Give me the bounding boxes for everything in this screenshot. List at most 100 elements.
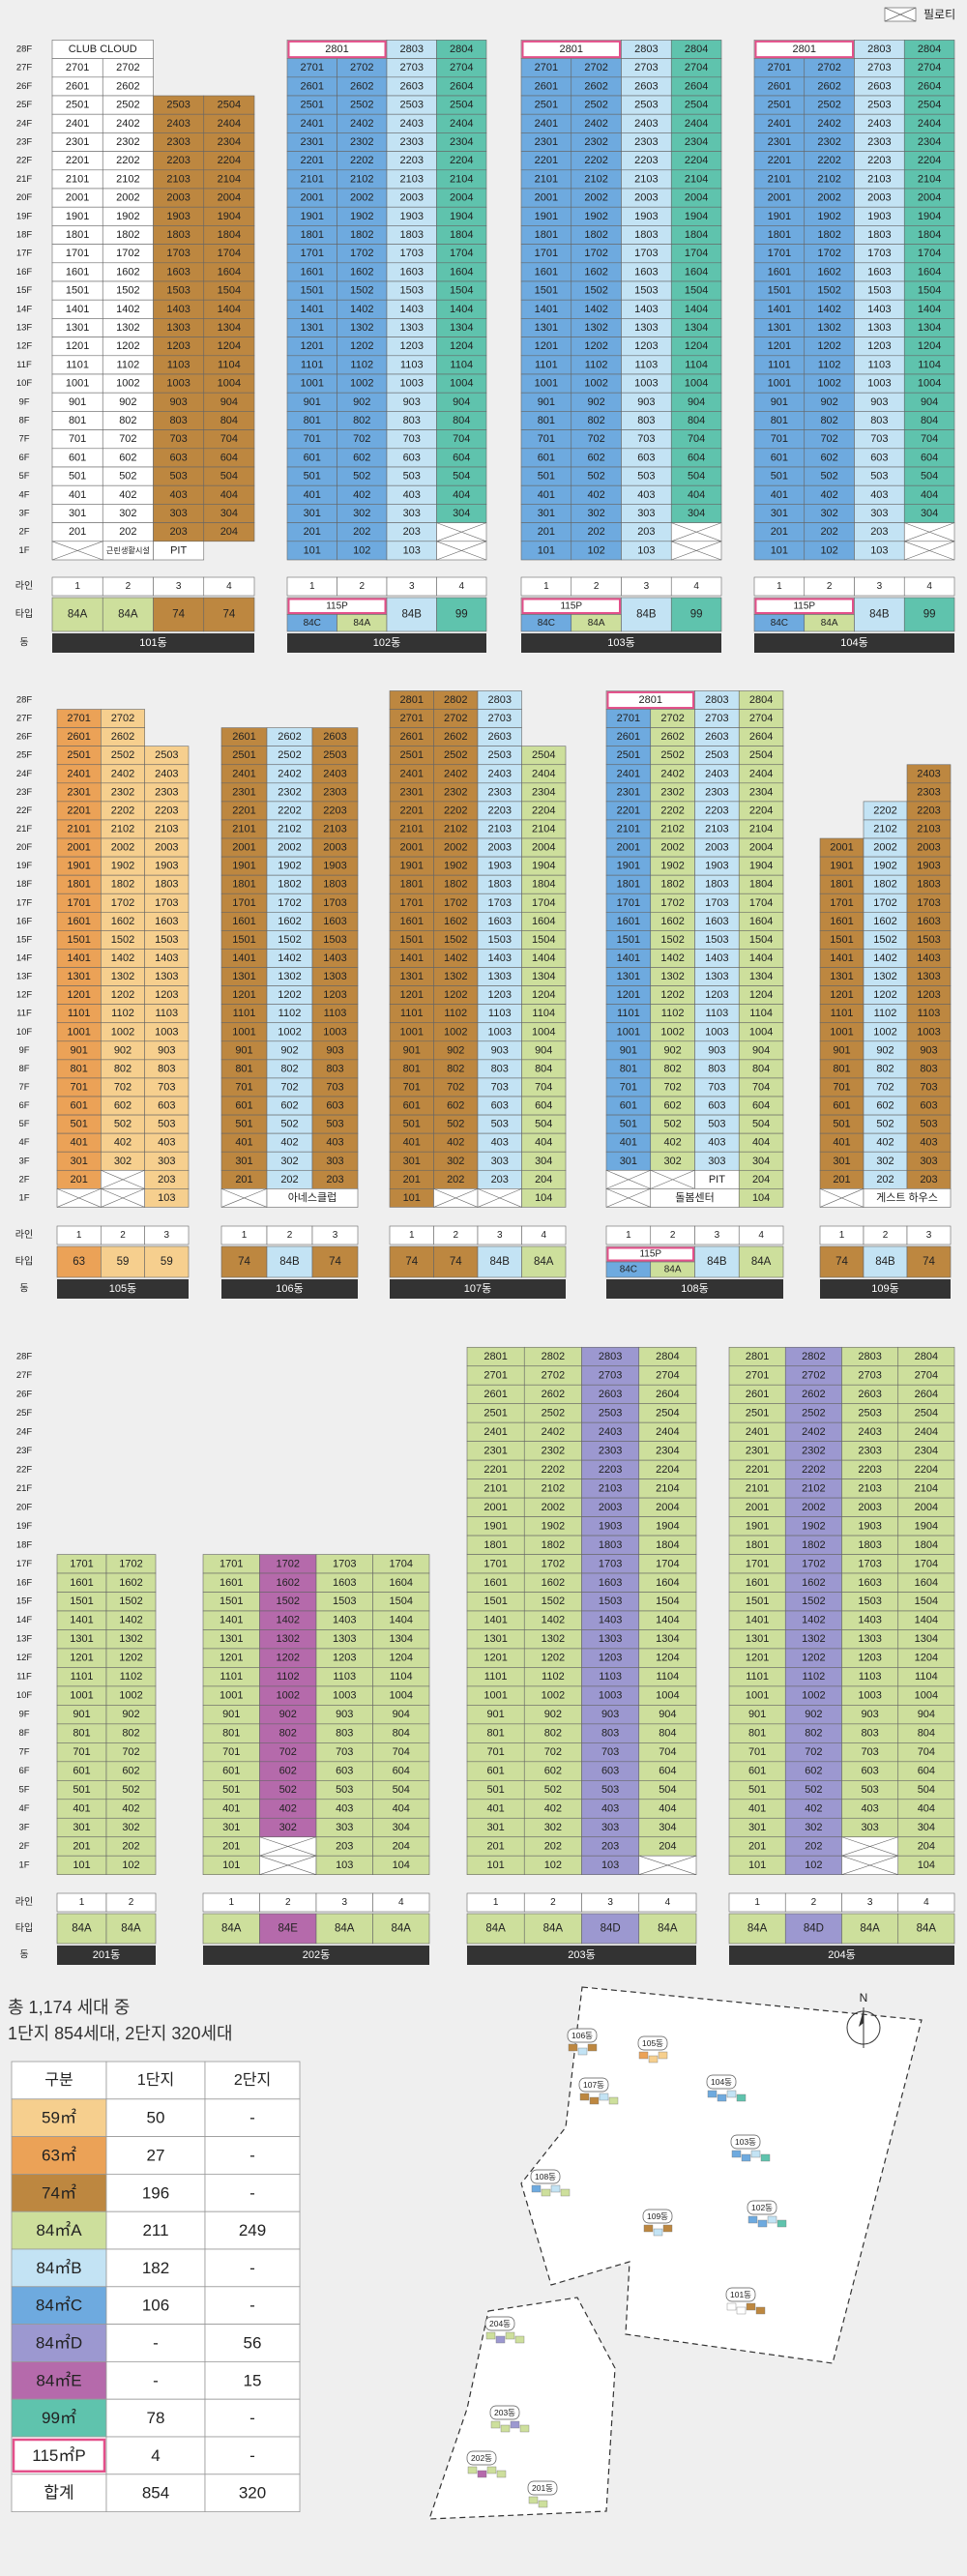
table-type-label: 74㎡ [42, 2183, 76, 2202]
unit-label: 401 [833, 1137, 850, 1149]
unit-label: 1803 [705, 879, 728, 891]
unit-label: 2101 [232, 823, 255, 834]
floor-label: 12F [16, 990, 33, 1001]
floor-label: 16F [16, 916, 33, 926]
unit-label: 902 [119, 396, 136, 408]
unit-label: 1903 [867, 211, 891, 222]
floor-label: 21F [16, 824, 33, 834]
table-value: 211 [142, 2221, 168, 2239]
unit-label: 1503 [858, 1595, 881, 1607]
unit-label: 2003 [155, 842, 178, 854]
unit-label: 2503 [155, 749, 178, 761]
unit-label: 1502 [111, 934, 134, 946]
unit-label: 2301 [66, 136, 89, 148]
floor-label: 27F [16, 714, 33, 724]
floor-label: 25F [16, 750, 33, 761]
unit-label: 403 [169, 489, 187, 501]
unit-label: 403 [403, 489, 421, 501]
type-label: 84B [636, 609, 657, 621]
unit-label: 1501 [400, 934, 424, 946]
building-name: 109동 [871, 1283, 898, 1295]
floor-label: 4F [18, 489, 29, 500]
unit-label: 1702 [542, 1558, 565, 1569]
unit-label: 2001 [67, 842, 90, 854]
type-label: 84A [747, 1923, 768, 1935]
unit-label: 603 [158, 1100, 175, 1112]
unit-label: 1201 [617, 989, 640, 1001]
unit-label: 2402 [350, 118, 373, 130]
unit-label: 1903 [166, 211, 190, 222]
unit-label: 402 [279, 1803, 297, 1815]
unit-label: 702 [805, 1746, 822, 1758]
unit-label: 1902 [802, 1520, 825, 1532]
unit-label: 2601 [617, 731, 640, 743]
unit-label: 2504 [749, 749, 773, 761]
unit-label: 1202 [584, 340, 607, 352]
type-label: 63 [73, 1256, 85, 1268]
unit-label: 1003 [599, 1690, 622, 1702]
unit-label: 1104 [918, 359, 941, 370]
unit-label: 802 [447, 1063, 464, 1074]
unit-label: 1702 [802, 1558, 825, 1569]
line-label: 3 [497, 1230, 503, 1241]
unit-label: 1904 [915, 1520, 938, 1532]
unit-label: 203 [491, 1174, 509, 1186]
unit-label: 1204 [450, 340, 473, 352]
unit-label: 1503 [155, 934, 178, 946]
unit-label: 804 [688, 415, 705, 426]
site-building-unit [638, 2051, 649, 2060]
unit-label: 2102 [873, 823, 896, 834]
unit-label: 1604 [915, 1577, 938, 1589]
unit-label: 404 [220, 489, 238, 501]
unit-label: 1802 [278, 879, 301, 891]
building-name: 201동 [93, 1949, 120, 1961]
unit-label: 801 [222, 1728, 240, 1740]
unit-label: 704 [220, 433, 238, 445]
unit-label: 2303 [166, 136, 190, 148]
unit-label: 703 [491, 1081, 509, 1093]
unit-label: 1903 [634, 211, 658, 222]
unit-label: 102 [544, 1859, 562, 1871]
unit-label: 103 [158, 1192, 175, 1204]
unit-label: 2403 [166, 118, 190, 130]
unit-label: 1004 [390, 1690, 413, 1702]
unit-label: 2401 [617, 768, 640, 779]
unit-label: PIT [709, 1174, 725, 1186]
unit-label: 2701 [67, 713, 90, 724]
unit-label: 2103 [705, 823, 728, 834]
unit-label: 1103 [488, 1008, 512, 1019]
unit-label: 701 [304, 433, 321, 445]
unit-label: 1303 [400, 322, 424, 334]
unit-label: 102 [820, 544, 837, 556]
unit-label: 1004 [450, 378, 473, 390]
penthouse-type-label: 115P [793, 600, 815, 611]
unit-label: 2303 [400, 136, 424, 148]
unit-label: 2102 [278, 823, 301, 834]
site-building-unit [643, 2224, 654, 2233]
unit-label: 2104 [656, 1482, 679, 1494]
unit-label: 2202 [278, 805, 301, 816]
unit-label: 1502 [660, 934, 684, 946]
unit-label: 1702 [116, 248, 139, 259]
unit-label: 2204 [918, 155, 941, 166]
unit-label: 603 [870, 452, 888, 463]
line-label: 1 [839, 1230, 845, 1241]
unit-label: 1303 [917, 971, 940, 982]
unit-label: 2301 [746, 1445, 769, 1456]
unit-label: 2603 [867, 80, 891, 92]
unit-label: 303 [336, 1822, 353, 1833]
unit-label: 2101 [484, 1482, 507, 1494]
floor-label: 17F [16, 897, 33, 908]
floor-label: 24F [16, 118, 33, 129]
unit-label: 503 [861, 1784, 878, 1796]
type-label: 74 [172, 609, 185, 621]
unit-label: 1103 [333, 1671, 356, 1683]
unit-label: 702 [663, 1081, 681, 1093]
unit-label: 401 [620, 1137, 637, 1149]
unit-label: 2403 [488, 768, 512, 779]
unit-label: 1603 [166, 266, 190, 278]
site-building-unit [560, 2188, 571, 2197]
line-label: 4 [458, 581, 464, 592]
unit-label: 2001 [301, 192, 324, 204]
floor-label: 21F [16, 174, 33, 185]
